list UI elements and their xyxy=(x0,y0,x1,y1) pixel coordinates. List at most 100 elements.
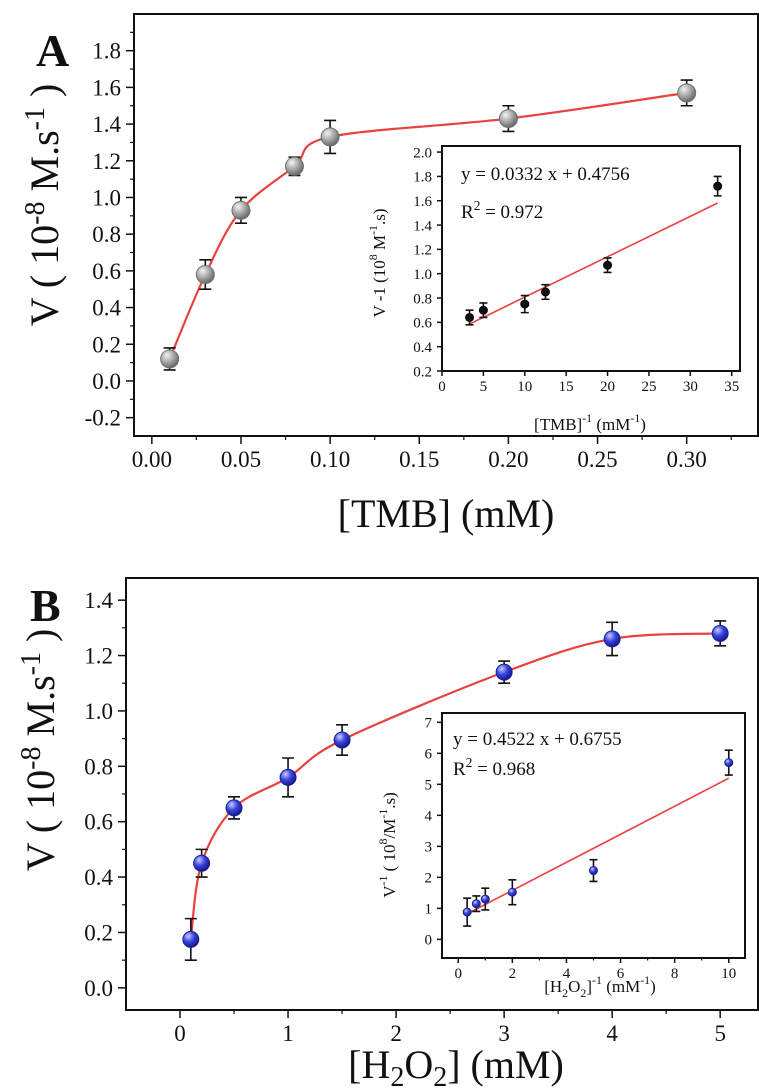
data-point xyxy=(520,299,530,309)
r2-prefix: R xyxy=(461,202,474,223)
data-point xyxy=(160,349,180,369)
y-tick-label: 1.6 xyxy=(92,75,121,100)
x-tick-label: 0.10 xyxy=(310,447,350,472)
y-tick-label: 1.8 xyxy=(92,39,121,64)
x-tick-label: 0 xyxy=(438,379,446,395)
panel-letter: A xyxy=(36,25,69,76)
bix-close: ] xyxy=(586,977,592,996)
y-tick-label: 0.4 xyxy=(413,340,432,356)
inset-equation: y = 0.4522 x + 0.6755 xyxy=(453,729,622,750)
data-point xyxy=(333,731,351,749)
x-tick-label: 0 xyxy=(454,966,462,982)
r2-prefix: R xyxy=(453,759,466,780)
y-axis-ticks: -0.2 0.0 0.2 0.4 0.6 0.8 1.0 1.2 1.4 1.6 1.8 xyxy=(85,31,134,431)
by-title-suffix: ) xyxy=(18,629,63,652)
y-tick-label: 0.4 xyxy=(84,865,113,890)
iy-title-exp1: 8 xyxy=(366,254,380,260)
bx-title-sub1: 2 xyxy=(390,1062,404,1091)
bix-mid: O xyxy=(568,977,580,996)
iy-title-exp2: -1 xyxy=(366,225,380,235)
y-tick-label: 0.2 xyxy=(84,921,113,946)
y-title-mid: M.s xyxy=(22,130,67,201)
x-tick-label: 2 xyxy=(390,1021,402,1046)
inset-x-axis-title: [H2O2]-1 (mM-1) xyxy=(544,973,656,1000)
y-tick-label: 1.0 xyxy=(413,267,432,283)
data-point xyxy=(589,866,598,876)
inset-r2: R2 = 0.968 xyxy=(453,755,535,780)
data-point xyxy=(498,109,518,129)
by-title-prefix: V ( 10 xyxy=(18,770,63,871)
y-title-suffix: ) xyxy=(22,84,67,107)
iy-title-mid: M xyxy=(370,235,389,254)
y-tick-label: 0.8 xyxy=(84,754,113,779)
data-point xyxy=(603,260,613,270)
y-axis-ticks: 0.0 0.2 0.4 0.6 0.8 1.0 1.2 1.4 xyxy=(84,588,126,1001)
x-tick-label: 10 xyxy=(517,379,532,395)
plot-frame xyxy=(133,13,759,437)
ix-title-exp: -1 xyxy=(582,411,592,425)
inset-y-axis-title: V -1 (108 M-1.s) xyxy=(366,208,389,317)
ix-unit-prefix: (mM xyxy=(592,415,630,434)
r2-value: = 0.972 xyxy=(480,202,543,223)
y-tick-label: -0.2 xyxy=(85,406,121,431)
y-tick-label: 0.8 xyxy=(92,222,121,247)
bx-title-sub2: 2 xyxy=(433,1062,447,1091)
y-tick-label: 7 xyxy=(425,716,433,732)
bix-unit-prefix: (mM xyxy=(602,977,640,996)
inset-r2: R2 = 0.972 xyxy=(461,198,543,223)
x-tick-label: 6 xyxy=(617,966,625,982)
by-title-mid: M.s xyxy=(18,675,63,746)
y-tick-label: 1.2 xyxy=(413,243,432,259)
data-point xyxy=(231,200,251,220)
data-point xyxy=(711,624,729,642)
biy-exp2: -1 xyxy=(376,809,390,819)
y-title-exp2: -1 xyxy=(20,107,51,130)
x-axis-ticks: 0.00 0.05 0.10 0.15 0.20 0.25 0.30 xyxy=(132,436,732,472)
inset-fit-line xyxy=(469,202,719,325)
x-axis-ticks: 0 1 2 3 4 5 xyxy=(174,1010,726,1046)
data-point xyxy=(495,663,513,681)
y-tick-label: 1.4 xyxy=(92,112,121,137)
inset-x-ticks: 0 5 10 15 20 25 30 35 xyxy=(438,371,739,395)
x-axis-title: [H2O2] (mM) xyxy=(348,1042,564,1091)
inset-a: 0 5 10 15 20 25 30 35 0.2 0.4 0.6 0.8 1.0 1.2 1.4 1.6 1… xyxy=(366,145,741,434)
inset-x-axis-title: [TMB]-1 (mM-1) xyxy=(534,411,646,434)
r2-value: = 0.968 xyxy=(472,759,535,780)
biy-suffix: .s) xyxy=(380,792,399,809)
data-point xyxy=(465,312,475,322)
inset-y-axis-title: V-1 ( 108/M-1.s) xyxy=(376,792,399,898)
data-point xyxy=(478,305,488,315)
data-point xyxy=(471,899,481,909)
y-tick-label: 0.0 xyxy=(92,369,121,394)
x-tick-label: 4 xyxy=(606,1021,618,1046)
data-point xyxy=(195,265,215,285)
x-tick-label: 30 xyxy=(683,379,698,395)
data-points xyxy=(160,79,697,371)
x-tick-label: 10 xyxy=(721,966,736,982)
x-tick-label: 25 xyxy=(641,379,656,395)
x-tick-label: 3 xyxy=(498,1021,510,1046)
data-point xyxy=(677,83,697,103)
y-tick-label: 6 xyxy=(425,747,433,763)
y-tick-label: 0.4 xyxy=(92,296,121,321)
bix-exp: -1 xyxy=(592,973,602,987)
bx-title-mid: O xyxy=(404,1042,433,1087)
y-tick-label: 0.2 xyxy=(92,332,121,357)
biy-exp0: -1 xyxy=(376,876,390,886)
data-point xyxy=(225,799,243,817)
x-tick-label: 0.00 xyxy=(132,447,172,472)
ix-title-prefix: [TMB] xyxy=(534,415,582,434)
ix-unit-exp: -1 xyxy=(630,411,640,425)
y-tick-label: 2.0 xyxy=(413,145,432,161)
biy-exp1: 8 xyxy=(376,838,390,844)
y-axis-title: V ( 10-8 M.s-1 ) xyxy=(20,84,67,327)
y-tick-label: 1.8 xyxy=(413,170,432,186)
data-point xyxy=(713,181,723,191)
data-point xyxy=(603,630,621,648)
y-tick-label: 0.8 xyxy=(413,291,432,307)
iy-title-suffix: .s) xyxy=(370,208,389,225)
data-points xyxy=(182,620,729,961)
panel-letter: B xyxy=(30,580,61,631)
x-tick-label: 0.15 xyxy=(399,447,439,472)
